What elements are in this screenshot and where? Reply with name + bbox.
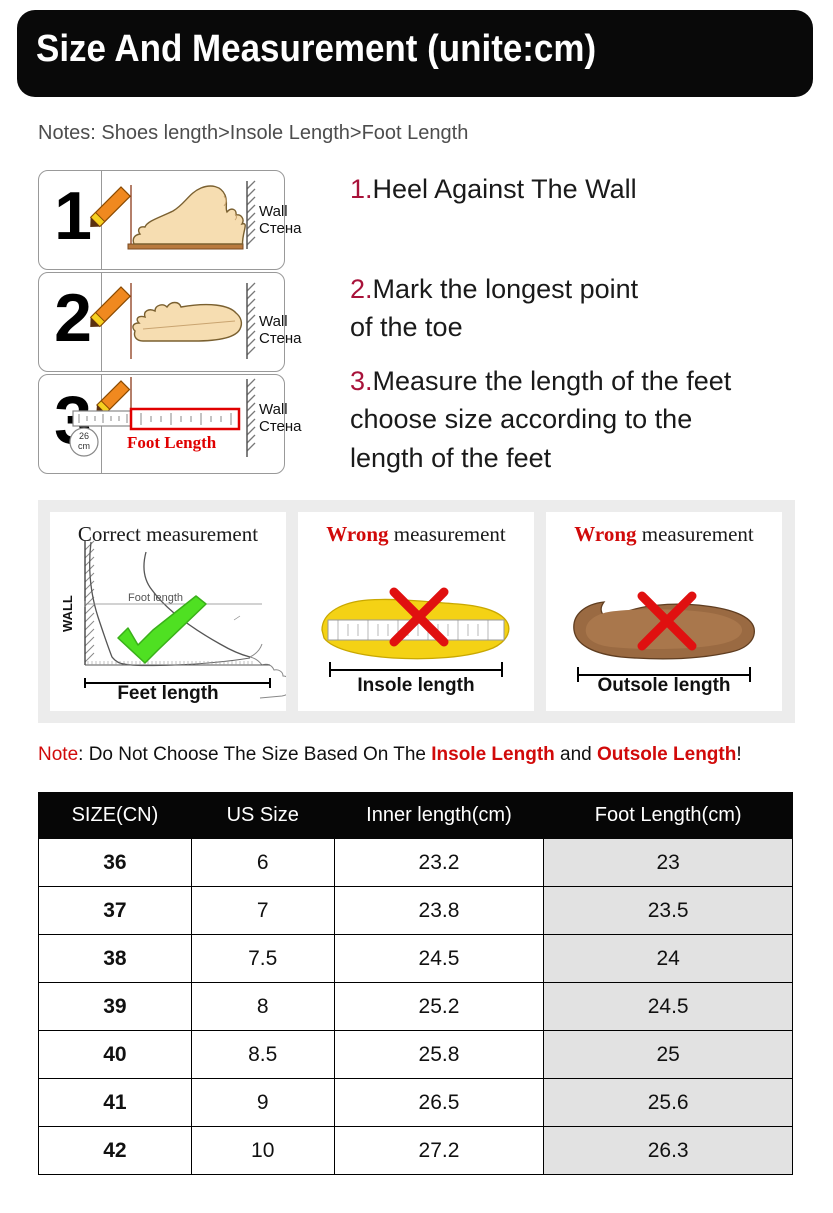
svg-text:Foot length: Foot length: [128, 592, 183, 604]
svg-text:cm: cm: [78, 441, 90, 451]
svg-text:26: 26: [79, 431, 89, 441]
svg-text:WALL: WALL: [60, 595, 75, 632]
